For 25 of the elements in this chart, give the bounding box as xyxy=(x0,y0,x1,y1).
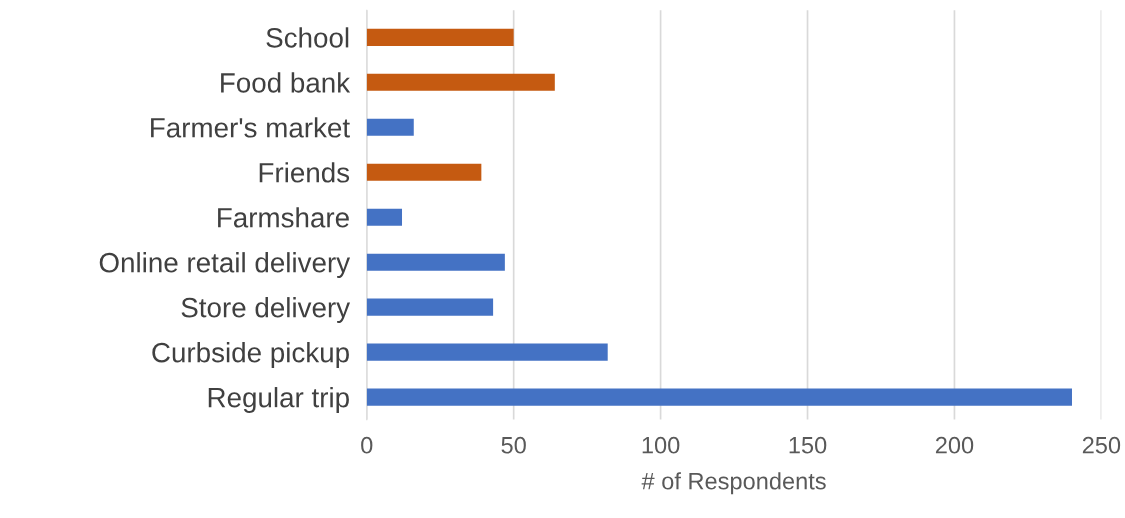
x-tick-label: 0 xyxy=(361,436,373,454)
bar xyxy=(366,253,505,271)
x-tick-label: 100 xyxy=(642,436,680,454)
x-tick-label: 200 xyxy=(935,436,974,454)
bar xyxy=(366,208,403,226)
y-tick-label: Farmshare xyxy=(218,207,349,228)
bar xyxy=(366,73,555,91)
y-tick-label: School xyxy=(266,27,349,48)
bar xyxy=(366,163,482,181)
y-tick-label: Food bank xyxy=(221,72,351,93)
bar xyxy=(366,118,414,136)
x-axis-title: # of Respondents xyxy=(641,472,826,495)
bar xyxy=(366,388,1072,406)
y-tick-label: Curbside pickup xyxy=(152,342,349,368)
y-tick-label: Regular trip xyxy=(208,387,349,413)
y-tick-label: Store delivery xyxy=(181,297,351,323)
x-tick-label: 150 xyxy=(789,436,827,454)
y-tick-label: Online retail delivery xyxy=(99,252,351,279)
bar xyxy=(366,28,514,46)
x-tick-label: 250 xyxy=(1082,436,1121,454)
bar xyxy=(366,298,494,316)
bar xyxy=(366,343,608,361)
x-tick-label: 50 xyxy=(501,436,526,454)
y-tick-label: Farmer's market xyxy=(151,117,350,138)
y-tick-label: Friends xyxy=(259,162,350,183)
